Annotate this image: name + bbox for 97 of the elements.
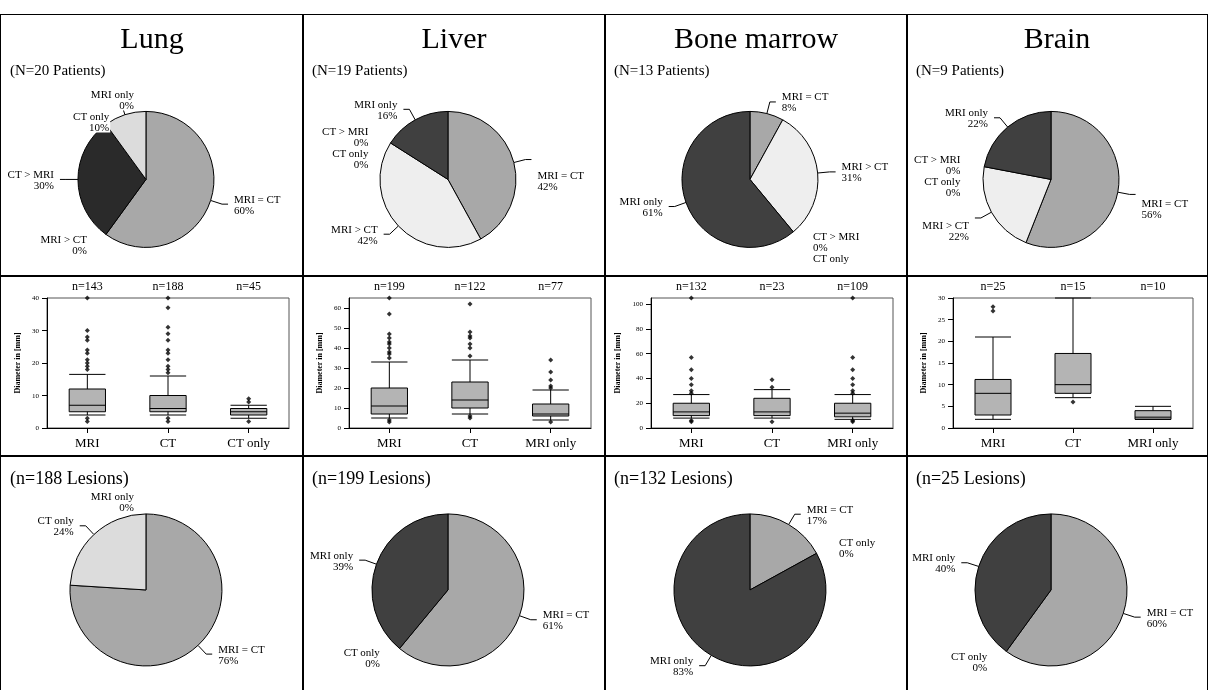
- category-label: CT only: [951, 649, 988, 662]
- data-label: 60%: [1146, 616, 1167, 629]
- chart-title: Liver: [421, 20, 487, 54]
- slice-label: MRI = CT: [806, 502, 854, 515]
- data-label: 24%: [53, 525, 74, 538]
- text: 0%: [72, 243, 87, 256]
- slice-label: MRI > CT: [922, 218, 970, 231]
- chart-title: (n=199 Lesions): [312, 468, 431, 489]
- data-label: 31%: [841, 171, 862, 184]
- chart-title: (n=25 Lesions): [916, 468, 1026, 489]
- slice-label: CT > MRI: [7, 167, 55, 180]
- slice-label: MRI only: [944, 106, 989, 119]
- text: n=10: [1140, 279, 1166, 293]
- data-label: 83%: [672, 665, 694, 678]
- slice-label: MRI = CT: [542, 608, 590, 621]
- slice-label: MRI only: [912, 551, 956, 564]
- text: n=25: [980, 279, 1006, 293]
- chart-title: Lung: [120, 20, 184, 54]
- slice-label: MRI = CT: [218, 642, 266, 655]
- slice-label: MRI > CT: [841, 160, 889, 173]
- chart-subtitle: (N=19 Patients): [312, 61, 408, 79]
- text: 0%: [365, 657, 380, 670]
- y-axis-title: Diameter in [mm]: [918, 332, 928, 394]
- x-tick-label: CT: [461, 435, 479, 450]
- slice-label: CT only: [73, 109, 110, 122]
- text: 0%: [812, 240, 828, 253]
- data-label: 22%: [948, 229, 969, 242]
- category-label: CT only: [924, 174, 961, 187]
- x-tick-label: CT: [763, 435, 781, 450]
- data-label: 60%: [234, 203, 255, 216]
- category-label: CT only: [812, 251, 850, 264]
- x-tick-label: MRI: [679, 435, 704, 450]
- text: 0%: [945, 163, 961, 176]
- x-tick-label: CT only: [227, 435, 271, 450]
- text: n=23: [759, 279, 785, 293]
- slice-label: CT only: [37, 514, 75, 527]
- y-axis-title: Diameter in [mm]: [613, 332, 623, 394]
- text: n=45: [236, 279, 262, 293]
- slice-label: MRI only: [619, 195, 664, 208]
- category-label: CT only: [343, 646, 380, 659]
- y-axis-title: Diameter in [mm]: [314, 332, 324, 394]
- data-label: 61%: [542, 619, 563, 632]
- y-axis-title: Diameter in [mm]: [12, 332, 22, 394]
- data-label: 42%: [537, 180, 558, 193]
- text: n=188: [152, 279, 184, 293]
- data-label: 30%: [33, 178, 54, 191]
- chart-title: (n=132 Lesions): [614, 468, 733, 489]
- data-label: 61%: [642, 206, 663, 219]
- chart-title: Bone marrow: [673, 20, 839, 54]
- slice-label: MRI only: [650, 654, 694, 667]
- text: 0%: [839, 547, 854, 560]
- slice-label: MRI > CT: [331, 222, 378, 235]
- category-label: CT > MRI: [914, 152, 961, 165]
- x-tick-label: CT: [1064, 435, 1082, 450]
- slice-label: MRI = CT: [1146, 605, 1194, 618]
- text: n=122: [454, 279, 486, 293]
- text: n=77: [538, 279, 564, 293]
- category-label: CT only: [332, 147, 369, 160]
- text: n=15: [1060, 279, 1086, 293]
- x-tick-label: MRI: [377, 435, 402, 450]
- chart-subtitle: (N=9 Patients): [916, 61, 1005, 79]
- text: 0%: [353, 136, 369, 149]
- data-label: 56%: [1141, 207, 1162, 220]
- x-tick-label: MRI: [980, 435, 1006, 450]
- text: n=132: [675, 279, 707, 293]
- category-label: CT only: [839, 536, 876, 549]
- chart-subtitle: (N=13 Patients): [614, 61, 710, 79]
- x-tick-label: MRI only: [1127, 435, 1179, 450]
- chart-title: (n=188 Lesions): [10, 468, 129, 489]
- x-tick-label: MRI only: [827, 435, 879, 450]
- slice-label: MRI = CT: [537, 169, 585, 182]
- chart-subtitle: (N=20 Patients): [10, 61, 106, 79]
- category-label: MRI only: [90, 490, 134, 503]
- category-label: CT > MRI: [322, 125, 369, 138]
- data-label: 22%: [967, 117, 989, 130]
- text: 0%: [353, 158, 369, 171]
- text: n=143: [71, 279, 103, 293]
- x-tick-label: CT: [159, 435, 177, 450]
- category-label: MRI only: [90, 87, 134, 100]
- slice-label: MRI = CT: [1141, 196, 1189, 209]
- x-tick-label: MRI only: [525, 435, 577, 450]
- category-label: MRI > CT: [40, 232, 87, 245]
- chart-title: Brain: [1023, 20, 1091, 54]
- slice-label: MRI only: [354, 97, 398, 110]
- category-label: CT > MRI: [812, 229, 860, 242]
- data-label: 42%: [357, 233, 378, 246]
- slice-label: MRI = CT: [781, 90, 829, 103]
- text: n=199: [373, 279, 405, 293]
- data-label: 8%: [781, 101, 797, 114]
- text: 0%: [119, 501, 134, 514]
- slice-label: MRI = CT: [234, 192, 281, 205]
- x-tick-label: MRI: [75, 435, 100, 450]
- data-label: 40%: [935, 562, 956, 575]
- text: n=109: [837, 279, 869, 293]
- slice-label: MRI only: [310, 548, 354, 561]
- data-label: 17%: [806, 513, 827, 526]
- data-label: 76%: [218, 653, 239, 666]
